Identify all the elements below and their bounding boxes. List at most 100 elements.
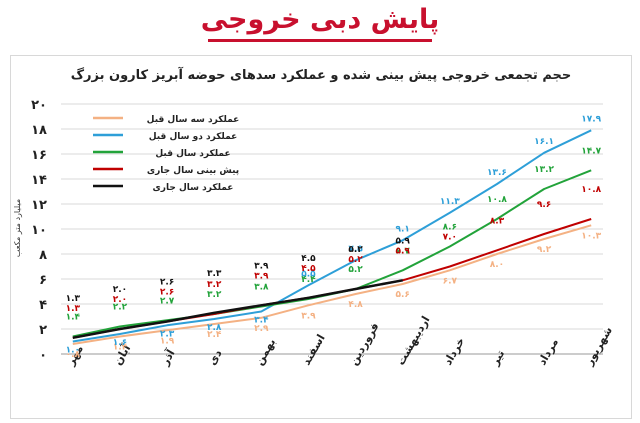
data-label: ۲.۶: [160, 288, 174, 298]
data-label: ۱۳.۶: [487, 168, 507, 178]
legend-label: عملکرد سال جاری: [153, 183, 234, 193]
data-label: ۱.۰: [66, 346, 80, 356]
data-labels: ۰.۸ ۱.۴ ۱.۹ ۲.۴ ۲.۹ ۳.۹ ۴.۸ ۵.۶ ۶.۷ ۸.۰ ۹.۲ ۱۰.۳ ۱.۰…: [66, 114, 602, 360]
data-label: ۵.۲: [348, 255, 363, 265]
data-label: ۴.۵: [301, 254, 316, 264]
y-tick-label: ۸: [39, 248, 47, 263]
data-label: ۳.۹: [254, 271, 269, 281]
legend-label: عملکرد سه سال قبل: [147, 115, 240, 125]
data-label: ۱۳.۲: [534, 165, 554, 175]
data-label: ۵.۲: [348, 265, 363, 275]
data-label: ۱۰.۸: [581, 185, 601, 195]
data-label: ۲.۸: [207, 323, 222, 333]
data-label: ۲.۴: [207, 330, 222, 340]
chart-title: حجم تجمعی خروجی پیش بینی شده و عملکرد سد…: [71, 66, 572, 83]
data-label: ۱.۳: [66, 304, 81, 314]
data-label: ۱۱.۳: [440, 197, 460, 207]
data-label: ۲.۷: [160, 296, 175, 306]
y-axis-title: میلیارد متر مکعب: [13, 199, 22, 257]
y-axis-ticks: ۰ ۲ ۴ ۶ ۸ ۱۰ ۱۲ ۱۴ ۱۶ ۱۸ ۲۰: [31, 98, 47, 363]
data-label: ۳.۹: [254, 261, 269, 271]
series-line: [72, 218, 592, 339]
y-tick-label: ۱۴: [31, 173, 47, 188]
data-label: ۱۴.۷: [581, 146, 601, 156]
data-label: ۳.۲: [207, 280, 222, 290]
x-tick-label: دی: [206, 347, 225, 367]
x-tick-label: تیر: [488, 348, 507, 369]
series-line: [72, 169, 592, 338]
page-title: پایش دبی خروجی: [200, 4, 440, 35]
data-label: ۴.۴: [301, 275, 316, 285]
data-label: ۵.۹: [395, 246, 410, 256]
data-label: ۲.۳: [160, 329, 175, 339]
x-tick-label: خرداد: [441, 335, 467, 367]
data-label: ۸.۶: [443, 223, 457, 233]
data-label: ۳.۴: [254, 316, 269, 326]
chart-panel: حجم تجمعی خروجی پیش بینی شده و عملکرد سد…: [10, 55, 632, 419]
page-header: پایش دبی خروجی: [0, 0, 640, 44]
data-label: ۱.۶: [113, 338, 127, 348]
series-line: [72, 224, 592, 345]
data-label: ۲.۰: [113, 285, 127, 295]
y-tick-label: ۴: [39, 298, 47, 313]
data-label: ۱.۴: [113, 343, 128, 353]
data-label: ۸.۰: [490, 260, 504, 270]
legend-label: عملکرد سال قبل: [155, 149, 230, 159]
title-underline: [208, 39, 432, 42]
data-label: ۱۶.۱: [534, 137, 554, 147]
x-tick-label: اردیبهشت: [394, 314, 432, 368]
y-tick-label: ۱۸: [31, 123, 47, 138]
x-tick-label: فروردین: [347, 320, 382, 367]
data-label: ۴.۵: [301, 264, 316, 274]
x-tick-label: آذر: [157, 347, 178, 369]
data-label: ۵.۹: [395, 236, 410, 246]
data-label: ۲.۰: [113, 295, 127, 305]
data-label: ۵.۲: [348, 245, 363, 255]
legend-label: عملکرد دو سال قبل: [149, 132, 238, 142]
data-label: ۵.۵: [301, 269, 316, 279]
y-tick-label: ۶: [39, 273, 47, 288]
data-label: ۱.۳: [66, 294, 81, 304]
data-label: ۳.۳: [207, 269, 222, 279]
y-tick-label: ۲: [39, 323, 47, 338]
data-label: ۱۷.۹: [581, 114, 601, 124]
data-label: ۶.۷: [443, 276, 458, 286]
data-label: ۹.۲: [537, 245, 552, 255]
data-label: ۵.۶: [395, 290, 409, 300]
data-label: ۱.۴: [66, 313, 81, 323]
data-label: ۲.۲: [113, 303, 128, 313]
x-tick-label: شهریور: [582, 324, 615, 368]
data-label: ۷.۵: [348, 244, 363, 254]
y-tick-label: ۱۶: [31, 148, 47, 163]
series-line: [72, 279, 403, 340]
data-label: ۷.۰: [443, 233, 457, 243]
data-label: ۱۰.۸: [487, 195, 507, 205]
cumulative-outflow-chart: حجم تجمعی خروجی پیش بینی شده و عملکرد سد…: [13, 66, 615, 369]
data-label: ۳.۹: [301, 311, 316, 321]
data-label: ۸.۳: [490, 216, 505, 226]
x-axis-ticks: مهر آبان آذر دی بهمن اسفند فروردین اردیبهشت خردا…: [64, 314, 615, 369]
x-tick-label: اسفند: [300, 332, 328, 367]
data-label: ۳.۸: [254, 283, 269, 293]
y-tick-label: ۱۲: [31, 198, 47, 213]
data-label: ۹.۶: [537, 200, 551, 210]
chart-legend: عملکرد سه سال قبل عملکرد دو سال قبل عملکرد…: [93, 115, 239, 193]
y-tick-label: ۲۰: [31, 98, 47, 113]
data-label: ۱۰.۳: [581, 231, 601, 241]
data-label: ۳.۲: [207, 290, 222, 300]
data-label: ۲.۹: [254, 324, 269, 334]
series-lines: [72, 129, 592, 345]
data-label: ۲.۶: [160, 278, 174, 288]
data-label: ۰.۸: [66, 350, 81, 360]
series-line: [72, 129, 592, 343]
y-tick-label: ۰: [39, 348, 47, 363]
y-tick-label: ۱۰: [31, 223, 47, 238]
grid-lines: [61, 103, 603, 355]
data-label: ۴.۸: [348, 300, 363, 310]
data-label: ۹.۱: [395, 224, 409, 234]
legend-label: پیش بینی سال جاری: [147, 166, 239, 176]
data-label: ۱.۹: [160, 336, 175, 346]
x-tick-label: مرداد: [535, 336, 561, 367]
x-tick-label: بهمن: [253, 336, 279, 367]
data-label: ۶.۷: [395, 246, 410, 256]
